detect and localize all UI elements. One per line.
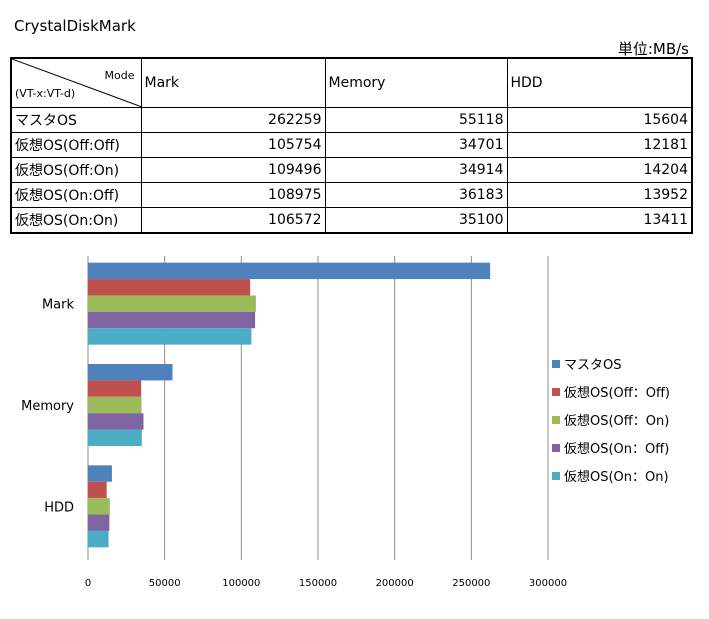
category-label: HDD [44, 500, 74, 515]
category-label: Memory [21, 399, 74, 414]
corner-mode-label: Mode [104, 69, 135, 82]
bar [88, 413, 144, 430]
corner-diagonal [12, 59, 140, 107]
column-header-mark: Mark [140, 57, 326, 108]
x-tick-label: 100000 [222, 578, 260, 589]
table-row: マスタOS 262259 55118 15604 [10, 107, 693, 133]
bar [88, 514, 110, 531]
results-table: Mode (VT-x:VT-d) Mark Memory HDD マスタOS 2… [10, 57, 693, 234]
bar [88, 498, 110, 515]
cell-value: 12181 [506, 132, 693, 158]
bar [88, 380, 142, 397]
cell-value: 109496 [140, 157, 326, 183]
x-tick-label: 0 [85, 578, 91, 589]
table-header-row: Mode (VT-x:VT-d) Mark Memory HDD [10, 57, 693, 108]
bar [88, 465, 112, 482]
x-tick-label: 150000 [299, 578, 337, 589]
legend-label: 仮想OS(Off：On) [564, 413, 669, 429]
bar [88, 328, 252, 345]
legend-swatch [552, 416, 560, 424]
cell-value: 108975 [140, 182, 326, 208]
bar [88, 295, 256, 312]
unit-label: 単位:MB/s [617, 40, 689, 58]
cell-value: 35100 [324, 207, 508, 234]
bar [88, 530, 109, 548]
legend-swatch [552, 360, 560, 368]
bar [88, 262, 491, 280]
cell-value: 13952 [506, 182, 693, 208]
x-tick-label: 50000 [149, 578, 181, 589]
table-row: 仮想OS(On:On) 106572 35100 13411 [10, 207, 693, 234]
legend-swatch [552, 388, 560, 396]
bar [88, 396, 142, 414]
cell-value: 15604 [506, 107, 693, 133]
bar [88, 311, 256, 329]
bar [88, 429, 142, 446]
bar [88, 364, 173, 381]
page-title: CrystalDiskMark [14, 17, 136, 35]
cell-value: 106572 [140, 207, 326, 234]
cell-value: 262259 [140, 107, 326, 133]
row-label: マスタOS [10, 107, 142, 133]
legend-label: 仮想OS(On：Off) [564, 441, 669, 457]
category-label: Mark [42, 298, 75, 313]
cell-value: 14204 [506, 157, 693, 183]
row-label: 仮想OS(On:Off) [10, 182, 142, 208]
corner-vtx-label: (VT-x:VT-d) [15, 87, 76, 100]
column-header-memory: Memory [324, 57, 508, 108]
table-corner-cell: Mode (VT-x:VT-d) [10, 57, 142, 108]
legend-label: 仮想OS(Off：Off) [564, 385, 670, 401]
cell-value: 13411 [506, 207, 693, 234]
column-header-hdd: HDD [506, 57, 693, 108]
bar [88, 481, 107, 499]
row-label: 仮想OS(Off:On) [10, 157, 142, 183]
legend-label: 仮想OS(On：On) [564, 469, 669, 485]
legend-label: マスタOS [564, 358, 622, 373]
x-tick-label: 250000 [452, 578, 490, 589]
cell-value: 105754 [140, 132, 326, 158]
legend-swatch [552, 444, 560, 452]
cell-value: 55118 [324, 107, 508, 133]
table-row: 仮想OS(Off:Off) 105754 34701 12181 [10, 132, 693, 158]
bar [88, 279, 251, 296]
row-label: 仮想OS(Off:Off) [10, 132, 142, 158]
cell-value: 36183 [324, 182, 508, 208]
table-row: 仮想OS(Off:On) 109496 34914 14204 [10, 157, 693, 183]
row-label: 仮想OS(On:On) [10, 207, 142, 234]
legend-swatch [552, 472, 560, 480]
bar-chart: 0 50000 100000 150000 200000 250000 300000 Mark… [21, 256, 670, 589]
cell-value: 34701 [324, 132, 508, 158]
table-row: 仮想OS(On:Off) 108975 36183 13952 [10, 182, 693, 208]
cell-value: 34914 [324, 157, 508, 183]
x-tick-label: 200000 [376, 578, 414, 589]
x-tick-label: 300000 [529, 578, 567, 589]
